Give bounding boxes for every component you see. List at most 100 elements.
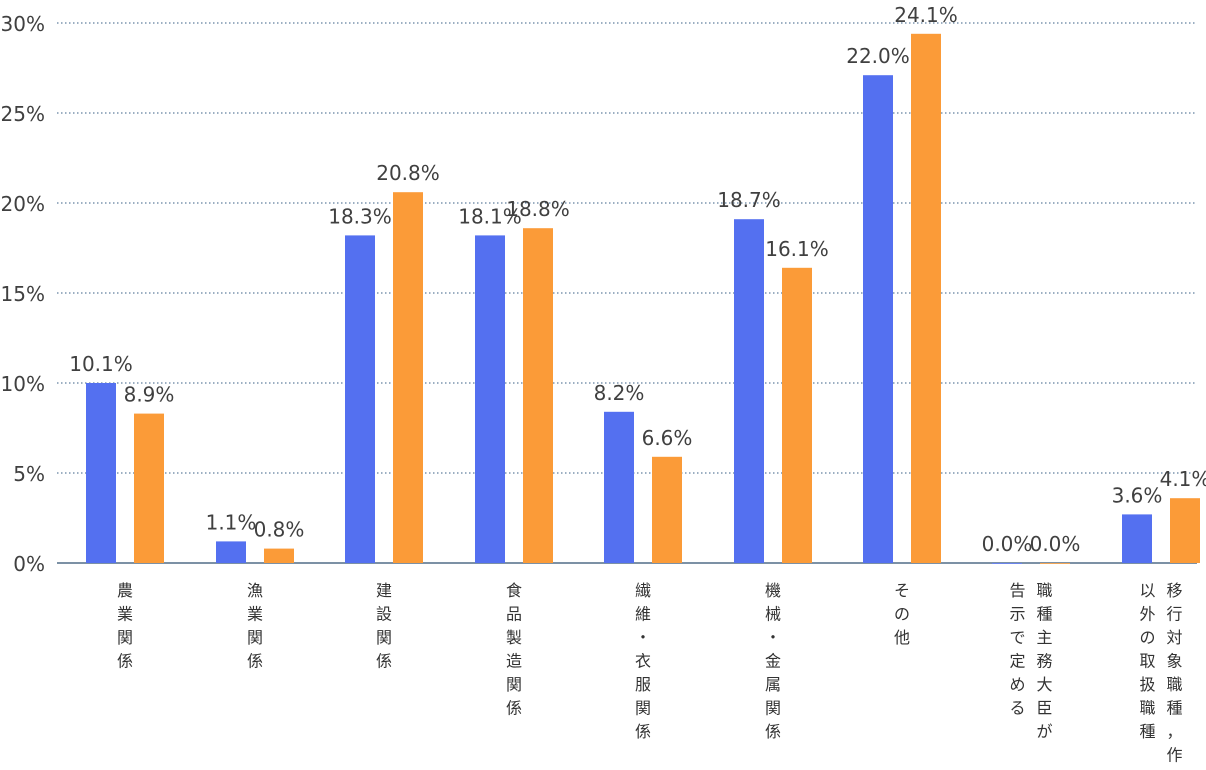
x-tick-label: 繊 [635,581,651,600]
x-tick-label: 告 [1009,581,1025,600]
bar [1170,498,1200,563]
x-tick-label: で [1009,628,1025,647]
y-tick-label: 20% [1,192,45,216]
y-tick-label: 25% [1,102,45,126]
data-label: 24.1% [894,3,958,27]
x-tick-label: る [1009,699,1025,718]
bar [345,235,375,563]
x-tick-label: 農 [117,581,133,600]
x-tick-label: 品 [506,605,522,624]
data-label: 0.8% [254,518,305,542]
x-tick-label: 種 [1166,699,1182,718]
x-tick-label: ， [1166,722,1182,741]
x-tick-label: 属 [765,675,781,694]
x-tick-label: 扱 [1139,675,1155,694]
bar [604,411,634,563]
x-tick-label: 示 [1009,605,1025,624]
bars [86,33,1200,564]
x-tick-label: 移 [1166,581,1182,600]
x-tick-label: 服 [635,675,651,694]
x-tick-label: 関 [117,628,133,647]
x-tick-label: 造 [506,652,522,671]
x-tick-label: 金 [765,652,781,671]
bar [134,413,164,563]
x-tick-label: 係 [506,699,522,718]
x-tick-label: 係 [765,722,781,741]
x-tick-label: 関 [506,675,522,694]
x-tick-label: 取 [1139,652,1155,671]
data-label: 18.3% [328,204,392,228]
bar [264,548,294,563]
y-axis: 0% 5% 10% 15% 20% 25% 30% [1,12,45,576]
data-label: 16.1% [765,237,829,261]
x-tick-label: 関 [635,699,651,718]
bar [393,192,423,563]
x-tick-label: 関 [765,699,781,718]
data-label: 4.1% [1160,467,1206,491]
x-tick-label: 対 [1166,628,1182,647]
x-tick-label: ・ [765,628,781,647]
x-tick-label: そ [894,581,910,600]
x-tick-label: 臣 [1036,699,1052,718]
x-tick-label: 係 [247,652,263,671]
y-tick-label: 10% [1,372,45,396]
data-label: 8.2% [594,381,645,405]
x-tick-label: 以 [1139,581,1155,600]
bar [86,383,116,563]
x-tick-label: ・ [635,628,651,647]
x-tick-label: 設 [376,605,392,624]
data-label: 10.1% [69,352,133,376]
bar [475,235,505,563]
x-tick-label: 衣 [635,652,651,671]
data-label: 6.6% [642,426,693,450]
x-tick-label: 他 [894,628,910,647]
x-tick-label: め [1009,675,1025,694]
x-tick-label: 大 [1036,675,1052,694]
x-tick-label: 外 [1139,605,1155,624]
bar [734,219,764,563]
data-label: 18.8% [506,197,570,221]
data-label: 3.6% [1112,483,1163,507]
data-label: 8.9% [124,383,175,407]
bar [1122,514,1152,563]
bar [652,456,682,563]
x-tick-label: 械 [765,605,781,624]
y-tick-label: 5% [13,462,45,486]
data-label: 1.1% [206,510,257,534]
x-tick-label: 維 [635,605,651,624]
data-label: 18.1% [458,204,522,228]
bar [216,541,246,563]
x-tick-label: 職 [1036,581,1052,600]
data-label: 22.0% [846,44,910,68]
x-tick-label: が [1036,722,1052,741]
bar [1040,563,1070,564]
data-label: 0.0% [1030,532,1081,556]
x-tick-label: 係 [376,652,392,671]
x-tick-label: 食 [506,581,522,600]
x-tick-label: 漁 [247,581,263,600]
bar [911,33,941,564]
bar [992,563,1022,564]
y-tick-label: 0% [13,552,45,576]
x-tick-label: 職 [1139,699,1155,718]
x-tick-label: 業 [117,605,133,624]
data-labels: 10.1% 1.1% 18.3% 18.1% 8.2% 18.7% 22.0% 0.0% 3.6… [69,3,1206,556]
x-tick-label: 職 [1166,675,1182,694]
x-tick-label: 種 [1036,605,1052,624]
x-tick-label: 関 [376,628,392,647]
x-tick-label: 作 [1166,746,1182,765]
data-label: 18.7% [717,188,781,212]
x-axis: 農業関係漁業関係建設関係食品製造関係繊維・衣服関係機械・金属関係その他職種主務大… [117,581,1183,770]
x-tick-label: 象 [1166,652,1182,671]
x-tick-label: 機 [765,581,781,600]
x-tick-label: 建 [376,581,392,600]
x-tick-label: 関 [247,628,263,647]
x-tick-label: 係 [117,652,133,671]
bar [523,228,553,563]
x-tick-label: 業 [247,605,263,624]
data-label: 20.8% [376,161,440,185]
x-tick-label: の [894,605,910,624]
y-tick-label: 15% [1,282,45,306]
